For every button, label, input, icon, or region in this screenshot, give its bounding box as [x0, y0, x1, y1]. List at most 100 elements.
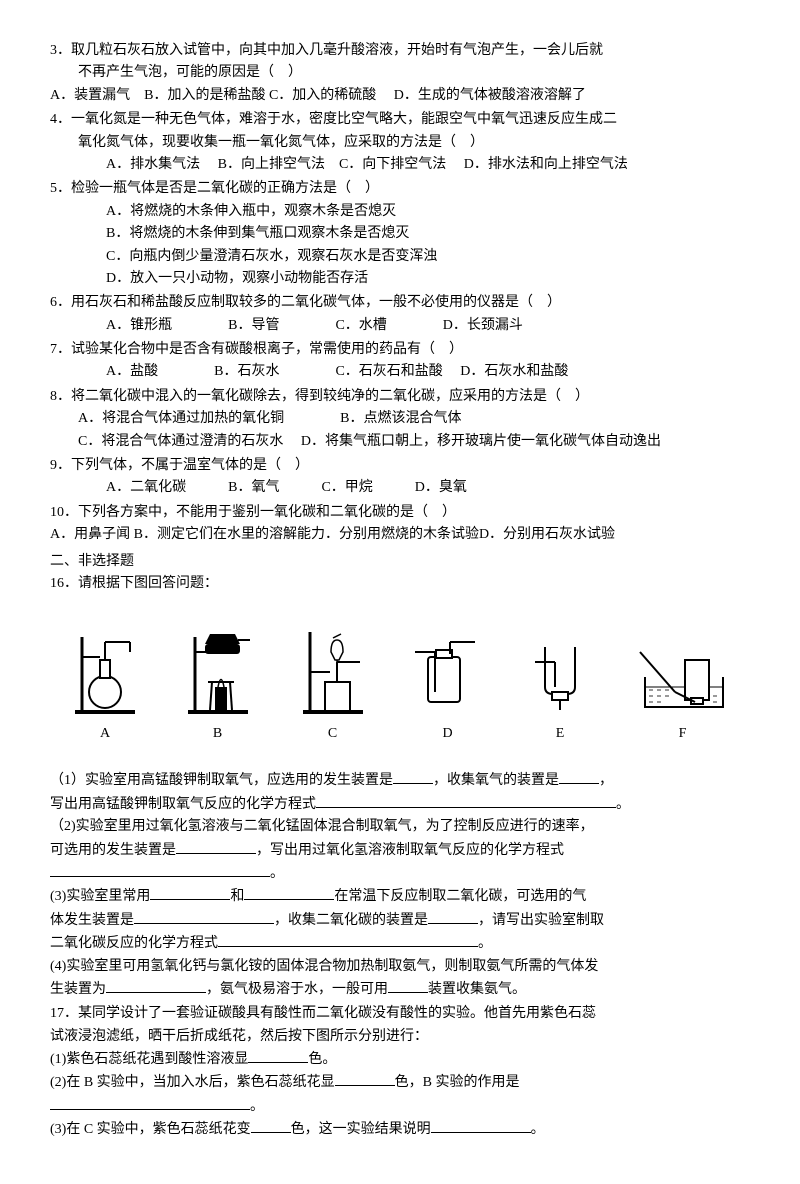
q17-part1: (1)紫色石蕊纸花遇到酸性溶液显 色。: [50, 1048, 750, 1071]
q16-part4: (4)实验室里可用氢氧化钙与氯化铵的固体混合物加热制取氨气，则制取氨气所需的气体…: [50, 956, 750, 978]
flask-stand-icon: [70, 622, 140, 717]
q16-p2-text3: ，写出用过氧化氢溶液制取氧气反应的化学方程式: [256, 843, 564, 858]
q16-part2c: 。: [50, 862, 750, 885]
blank[interactable]: [316, 793, 616, 808]
q16-p3-text8: 。: [478, 936, 492, 951]
q16-p3-text2: 和: [230, 889, 244, 904]
q7-options: A．盐酸 B．石灰水 C．石灰石和盐酸 D．石灰水和盐酸: [50, 361, 750, 383]
q16-p1-text3: ，: [599, 773, 613, 788]
q16-p2-text4: 。: [270, 866, 284, 881]
apparatus-c-label: C: [328, 723, 337, 745]
apparatus-e: E: [525, 632, 595, 745]
blank[interactable]: [388, 978, 428, 993]
apparatus-f-label: F: [679, 723, 687, 745]
q17-part2b: 。: [50, 1095, 750, 1118]
question-9: 9．下列气体，不属于温室气体的是（ ） A．二氧化碳 B．氧气 C．甲烷 D．臭…: [50, 455, 750, 500]
burner-stand-icon: [180, 622, 255, 717]
q17-stem-line1: 17．某同学设计了一套验证碳酸具有酸性而二氧化碳没有酸性的实验。他首先用紫色石蕊: [50, 1003, 750, 1025]
apparatus-c: C: [295, 622, 370, 745]
blank[interactable]: [176, 839, 256, 854]
blank[interactable]: [50, 862, 270, 877]
q16-p3-text3: 在常温下反应制取二氧化碳，可选用的气: [334, 889, 586, 904]
apparatus-e-label: E: [556, 723, 565, 745]
blank[interactable]: [428, 909, 478, 924]
apparatus-b: B: [180, 622, 255, 745]
blank[interactable]: [244, 885, 334, 900]
q17-part2: (2)在 B 实验中，当加入水后，紫色石蕊纸花显色，B 实验的作用是: [50, 1071, 750, 1094]
q6-options: A．锥形瓶 B．导管 C．水槽 D．长颈漏斗: [50, 315, 750, 337]
blank[interactable]: [559, 769, 599, 784]
question-16: 16．请根据下图回答问题： A: [50, 573, 750, 1001]
water-trough-icon: [635, 632, 730, 717]
q10-stem: 10．下列各方案中，不能用于鉴别一氧化碳和二氧化碳的是（ ）: [50, 502, 750, 524]
question-7: 7．试验某化合物中是否含有碳酸根离子，常需使用的药品有（ ） A．盐酸 B．石灰…: [50, 339, 750, 384]
q9-stem: 9．下列气体，不属于温室气体的是（ ）: [50, 455, 750, 477]
q16-p3-text4: 体发生装置是: [50, 913, 134, 928]
question-10: 10．下列各方案中，不能用于鉴别一氧化碳和二氧化碳的是（ ） A．用鼻子闻 B．…: [50, 502, 750, 547]
blank[interactable]: [218, 932, 478, 947]
q17-p3-text2: 色，这一实验结果说明: [291, 1122, 431, 1137]
q3-options: A．装置漏气 B．加入的是稀盐酸 C．加入的稀硫酸 D．生成的气体被酸溶液溶解了: [50, 85, 750, 107]
q5-option-d: D．放入一只小动物，观察小动物能否存活: [50, 268, 750, 290]
q16-p1-text5: 。: [616, 797, 630, 812]
q17-p2-text2: 色，B 实验的作用是: [395, 1075, 520, 1090]
q16-part2b: 可选用的发生装置是 ，写出用过氧化氢溶液制取氧气反应的化学方程式: [50, 839, 750, 862]
blank[interactable]: [248, 1048, 308, 1063]
question-8: 8．将二氧化碳中混入的一氧化碳除去，得到较纯净的二氧化碳，应采用的方法是（ ） …: [50, 386, 750, 453]
blank[interactable]: [150, 885, 230, 900]
q16-p4-text3: ，氨气极易溶于水，一般可用: [206, 982, 388, 997]
apparatus-a: A: [70, 622, 140, 745]
q8-options-line2: C．将混合气体通过澄清的石灰水 D．将集气瓶口朝上，移开玻璃片使一氧化碳气体自动…: [50, 431, 750, 453]
q16-p1-text1: （1）实验室用高锰酸钾制取氧气，应选用的发生装置是: [50, 773, 393, 788]
q16-p1-text4: 写出用高锰酸钾制取氧气反应的化学方程式: [50, 797, 316, 812]
q17-part3: (3)在 C 实验中，紫色石蕊纸花变色，这一实验结果说明。: [50, 1118, 750, 1141]
q16-part3b: 体发生装置是，收集二氧化碳的装置是，请写出实验室制取: [50, 909, 750, 932]
q5-option-b: B．将燃烧的木条伸到集气瓶口观察木条是否熄灭: [50, 223, 750, 245]
apparatus-f: F: [635, 632, 730, 745]
q8-options-line1: A．将混合气体通过加热的氧化铜 B．点燃该混合气体: [50, 408, 750, 430]
q4-stem-line1: 4．一氧化氮是一种无色气体，难溶于水，密度比空气略大，能跟空气中氧气迅速反应生成…: [50, 109, 750, 131]
q4-options: A．排水集气法 B．向上排空气法 C．向下排空气法 D．排水法和向上排空气法: [50, 154, 750, 176]
q7-stem: 7．试验某化合物中是否含有碳酸根离子，常需使用的药品有（ ）: [50, 339, 750, 361]
blank[interactable]: [106, 978, 206, 993]
q5-stem: 5．检验一瓶气体是否是二氧化碳的正确方法是（ ）: [50, 178, 750, 200]
blank[interactable]: [393, 769, 433, 784]
q16-part2: （2)实验室里用过氧化氢溶液与二氧化锰固体混合制取氧气，为了控制反应进行的速率，: [50, 816, 750, 838]
funnel-flask-icon: [295, 622, 370, 717]
blank[interactable]: [50, 1095, 250, 1110]
blank[interactable]: [335, 1071, 395, 1086]
gas-bottle-down-icon: [525, 632, 595, 717]
apparatus-a-label: A: [100, 723, 110, 745]
q16-p1-text2: ，收集氧气的装置是: [433, 773, 559, 788]
blank[interactable]: [431, 1118, 531, 1133]
q16-part1b: 写出用高锰酸钾制取氧气反应的化学方程式 。: [50, 793, 750, 816]
q3-stem-line1: 3．取几粒石灰石放入试管中，向其中加入几毫升酸溶液，开始时有气泡产生，一会儿后就: [50, 40, 750, 62]
q16-part3: (3)实验室里常用 和 在常温下反应制取二氧化碳，可选用的气: [50, 885, 750, 908]
q16-p2-text2: 可选用的发生装置是: [50, 843, 176, 858]
q16-p4-text2: 生装置为: [50, 982, 106, 997]
question-17: 17．某同学设计了一套验证碳酸具有酸性而二氧化碳没有酸性的实验。他首先用紫色石蕊…: [50, 1003, 750, 1141]
q16-p3-text6: ，请写出实验室制取: [478, 913, 604, 928]
q16-part1: （1）实验室用高锰酸钾制取氧气，应选用的发生装置是 ，收集氧气的装置是 ，: [50, 769, 750, 792]
q8-stem: 8．将二氧化碳中混入的一氧化碳除去，得到较纯净的二氧化碳，应采用的方法是（ ）: [50, 386, 750, 408]
apparatus-b-label: B: [213, 723, 222, 745]
blank[interactable]: [134, 909, 274, 924]
q10-options: A．用鼻子闻 B．测定它们在水里的溶解能力．分别用燃烧的木条试验D．分别用石灰水…: [50, 524, 750, 546]
q16-part4b: 生装置为，氨气极易溶于水，一般可用装置收集氨气。: [50, 978, 750, 1001]
q17-p1-text2: 色。: [308, 1052, 336, 1067]
apparatus-d-label: D: [442, 723, 452, 745]
q16-part3c: 二氧化碳反应的化学方程式。: [50, 932, 750, 955]
q16-p3-text1: (3)实验室里常用: [50, 889, 150, 904]
question-4: 4．一氧化氮是一种无色气体，难溶于水，密度比空气略大，能跟空气中氧气迅速反应生成…: [50, 109, 750, 176]
q17-p2-text3: 。: [250, 1099, 264, 1114]
gas-bottle-up-icon: [410, 632, 485, 717]
q17-stem-line2: 试液浸泡滤纸，晒干后折成纸花，然后按下图所示分别进行：: [50, 1026, 750, 1048]
q17-p3-text3: 。: [531, 1122, 545, 1137]
q3-stem-line2: 不再产生气泡，可能的原因是（ ）: [50, 62, 750, 84]
blank[interactable]: [251, 1118, 291, 1133]
q6-stem: 6．用石灰石和稀盐酸反应制取较多的二氧化碳气体，一般不必使用的仪器是（ ）: [50, 292, 750, 314]
q16-p4-text1: (4)实验室里可用氢氧化钙与氯化铵的固体混合物加热制取氨气，则制取氨气所需的气体…: [50, 959, 598, 974]
q16-p2-text1: （2)实验室里用过氧化氢溶液与二氧化锰固体混合制取氧气，为了控制反应进行的速率，: [50, 819, 594, 834]
q17-p1-text1: (1)紫色石蕊纸花遇到酸性溶液显: [50, 1052, 248, 1067]
question-5: 5．检验一瓶气体是否是二氧化碳的正确方法是（ ） A．将燃烧的木条伸入瓶中，观察…: [50, 178, 750, 290]
